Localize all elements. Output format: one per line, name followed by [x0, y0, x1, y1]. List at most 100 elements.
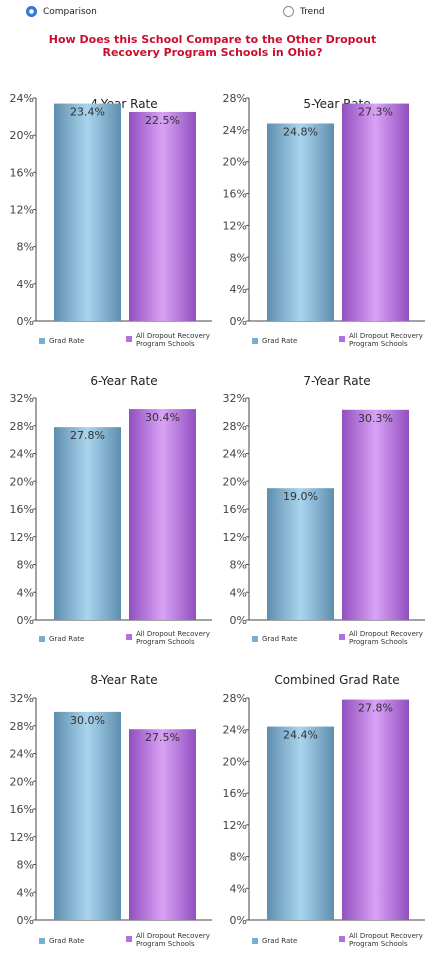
y-tick-label: 28% — [223, 92, 247, 105]
comparison-radio[interactable]: Comparison — [26, 6, 97, 17]
y-tick-label: 28% — [223, 692, 247, 705]
grad-rate-bar — [267, 488, 334, 620]
legend-label: All Dropout Recovery Program Schools — [349, 630, 423, 646]
data-label: 30.3% — [358, 412, 393, 425]
legend-line-1: All Dropout Recovery — [349, 630, 423, 638]
y-tick-label: 4% — [17, 886, 34, 899]
legend-label: All Dropout Recovery Program Schools — [349, 332, 423, 348]
data-label: 23.4% — [70, 106, 105, 119]
y-tick-label: 0% — [230, 614, 247, 627]
radio-selected-icon[interactable] — [26, 6, 37, 17]
y-tick-label: 0% — [230, 914, 247, 927]
y-tick-label: 20% — [10, 475, 34, 488]
y-tick-label: 20% — [223, 755, 247, 768]
data-label: 30.0% — [70, 714, 105, 727]
chart-2: 5-Year Rate0%4%8%12%16%20%24%28%24.8%27.… — [223, 92, 425, 328]
legend-swatch — [126, 936, 132, 942]
y-tick-label: 24% — [223, 724, 247, 737]
legend-label: Grad Rate — [49, 937, 85, 945]
legend-item-all-dropout: All Dropout Recovery Program Schools — [126, 932, 210, 948]
legend-label: All Dropout Recovery Program Schools — [349, 932, 423, 948]
legend-swatch — [126, 634, 132, 640]
trend-radio[interactable]: Trend — [283, 6, 325, 17]
chart-4: 7-Year Rate 0% 4% 8% 12% 16% 20% 24% 28% 32% 19.0%… — [223, 374, 425, 627]
y-tick-label: 28% — [10, 720, 34, 733]
legend-label: Grad Rate — [49, 337, 85, 345]
all-dropout-bar — [129, 729, 196, 920]
data-label: 30.4% — [145, 411, 180, 424]
legend-item-all-dropout: All Dropout Recovery Program Schools — [339, 932, 423, 948]
data-label: 27.3% — [358, 106, 393, 119]
legend-swatch — [339, 634, 345, 640]
y-tick-label: 4% — [17, 586, 34, 599]
y-tick-label: 28% — [10, 420, 34, 433]
page-title-line-1: How Does this School Compare to the Othe… — [48, 33, 377, 46]
view-toggle: Comparison Trend — [0, 6, 425, 22]
y-tick-label: 20% — [223, 156, 247, 169]
y-tick-label: 12% — [223, 819, 247, 832]
chart-5: 8-Year Rate 0% 4% 8% 12% 16% 20% 24% 28% 32% 30.0%… — [10, 673, 212, 927]
y-tick-label: 12% — [10, 831, 34, 844]
legend-line-1: All Dropout Recovery — [136, 630, 210, 638]
comparison-label: Comparison — [43, 6, 97, 17]
grad-rate-bar — [54, 711, 121, 920]
legend-item-grad-rate: Grad Rate — [39, 337, 84, 345]
legend-line-1: All Dropout Recovery — [349, 932, 423, 940]
y-tick-label: 0% — [17, 914, 34, 927]
data-label: 24.4% — [283, 729, 318, 742]
legend-label: All Dropout Recovery Program Schools — [136, 932, 210, 948]
data-label: 27.8% — [358, 702, 393, 715]
legend-item-all-dropout: All Dropout Recovery Program Schools — [339, 630, 423, 646]
data-label: 24.8% — [283, 125, 318, 138]
legend-line-2: Program Schools — [136, 940, 195, 948]
y-tick-label: 8% — [17, 859, 34, 872]
grad-rate-bar — [267, 726, 334, 920]
legend-label: All Dropout Recovery Program Schools — [136, 332, 210, 348]
y-tick-label: 12% — [10, 531, 34, 544]
legend-item-grad-rate: Grad Rate — [39, 635, 84, 643]
all-dropout-bar — [342, 699, 409, 920]
data-label: 22.5% — [145, 114, 180, 127]
legend-swatch — [252, 636, 258, 642]
y-tick-label: 32% — [10, 392, 34, 405]
legend-line-2: Program Schools — [136, 340, 195, 348]
legend-line-1: All Dropout Recovery — [136, 932, 210, 940]
legend-swatch — [39, 636, 45, 642]
y-tick-label: 12% — [223, 219, 247, 232]
chart-6: Combined Grad Rate 0% 4% 8% 12% 16% 20% 24% 28% 2… — [223, 673, 425, 927]
legend-swatch — [252, 938, 258, 944]
chart-legend: Grad Rate All Dropout Recovery Program Sch… — [249, 932, 425, 956]
legend-swatch — [339, 336, 345, 342]
y-tick-label: 0% — [17, 315, 34, 328]
radio-unselected-icon[interactable] — [283, 6, 294, 17]
y-tick-label: 0% — [230, 315, 247, 328]
y-tick-label: 4% — [17, 278, 34, 291]
y-tick-label: 24% — [10, 92, 34, 105]
y-tick-label: 24% — [223, 448, 247, 461]
legend-swatch — [126, 336, 132, 342]
legend-item-grad-rate: Grad Rate — [252, 337, 297, 345]
y-tick-label: 16% — [10, 803, 34, 816]
y-tick-label: 16% — [223, 787, 247, 800]
legend-line-2: Program Schools — [349, 340, 408, 348]
y-tick-label: 0% — [17, 614, 34, 627]
y-tick-label: 12% — [223, 531, 247, 544]
legend-item-all-dropout: All Dropout Recovery Program Schools — [126, 630, 210, 646]
grad-rate-bar — [267, 123, 334, 321]
legend-label: Grad Rate — [49, 635, 85, 643]
y-tick-label: 28% — [223, 420, 247, 433]
chart-legend: Grad Rate All Dropout Recovery Program Sch… — [249, 630, 425, 654]
legend-label: Grad Rate — [262, 635, 298, 643]
y-tick-label: 20% — [223, 475, 247, 488]
legend-item-grad-rate: Grad Rate — [39, 937, 84, 945]
y-tick-label: 4% — [230, 882, 247, 895]
data-label: 27.5% — [145, 731, 180, 744]
y-tick-label: 16% — [223, 188, 247, 201]
y-tick-label: 4% — [230, 283, 247, 296]
y-tick-label: 32% — [10, 692, 34, 705]
grad-rate-bar — [54, 427, 121, 620]
legend-swatch — [339, 936, 345, 942]
y-tick-label: 8% — [230, 559, 247, 572]
legend-swatch — [39, 938, 45, 944]
